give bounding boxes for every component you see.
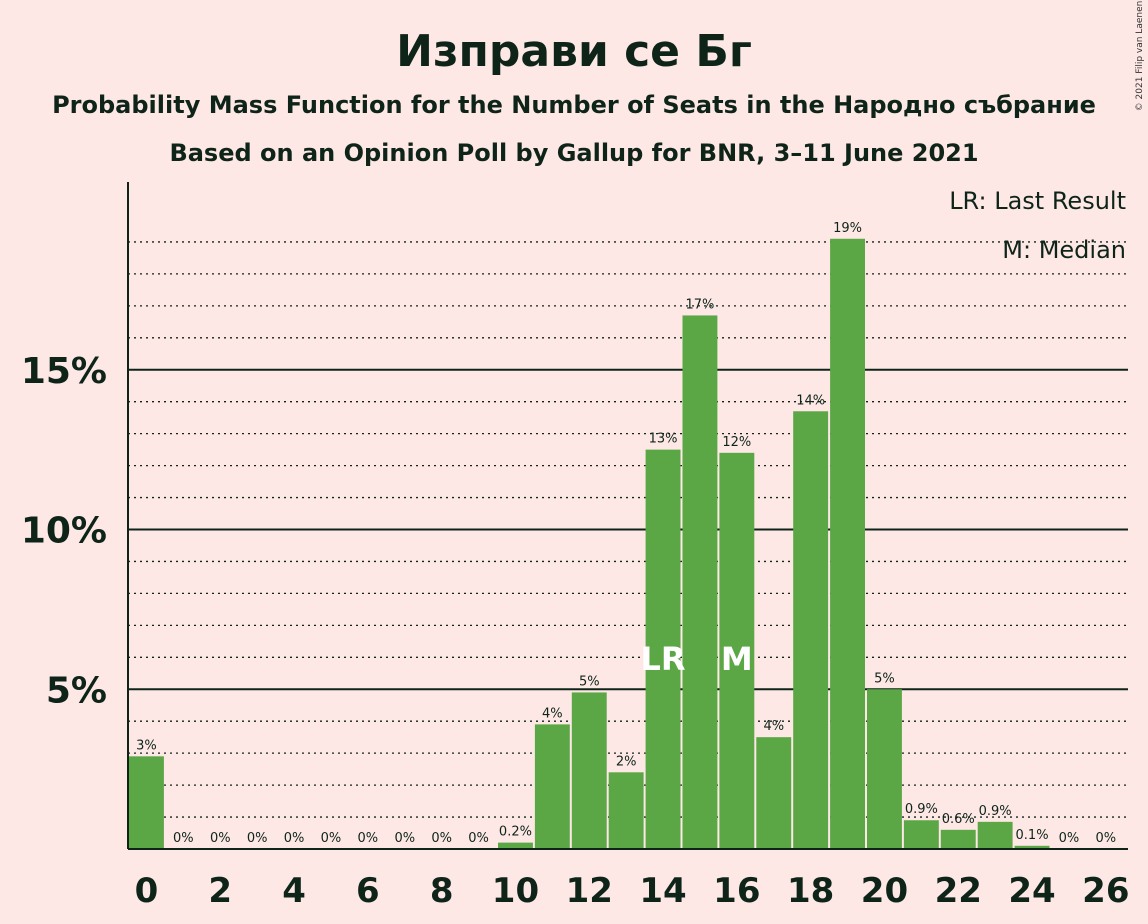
- data-label-seats-21: 0.9%: [905, 802, 938, 817]
- x-tick-label: 20: [861, 871, 908, 911]
- data-label-seats-24: 0.1%: [1016, 828, 1049, 843]
- x-tick-label: 24: [1008, 871, 1055, 911]
- bar-seats-20: [867, 689, 902, 849]
- data-label-seats-11: 4%: [542, 706, 563, 721]
- bar-seats-17: [756, 737, 792, 849]
- x-tick-label: 6: [356, 871, 380, 911]
- data-label-seats-22: 0.6%: [942, 812, 975, 827]
- data-label-seats-10: 0.2%: [499, 825, 532, 840]
- bar-seats-13: [608, 772, 644, 849]
- markers-group: LR M: [641, 640, 753, 678]
- data-label-seats-0: 3%: [136, 738, 157, 753]
- y-tick-label: 5%: [46, 670, 107, 711]
- data-label-seats-18: 14%: [796, 393, 825, 408]
- data-label-seats-15: 17%: [685, 297, 714, 312]
- data-label-seats-9: 0%: [468, 831, 489, 846]
- marker-m: M: [721, 640, 753, 678]
- x-tick-label: 26: [1082, 871, 1129, 911]
- bar-seats-15: [682, 315, 718, 849]
- bar-seats-23: [977, 821, 1013, 849]
- bar-seats-14: [645, 449, 681, 849]
- bar-seats-24: [1014, 845, 1050, 849]
- data-labels-group: 3% 0% 0% 0% 0% 0% 0% 0% 0% 0% 0.2% 4% 5% 2% 13% 17% 12% 4…: [136, 221, 1116, 846]
- x-tick-label: 22: [935, 871, 982, 911]
- x-tick-label: 10: [492, 871, 539, 911]
- data-label-seats-16: 12%: [722, 435, 751, 450]
- x-tick-label: 8: [430, 871, 454, 911]
- bar-seats-11: [534, 724, 570, 849]
- tick-labels-group: 0 2 4 6 8 10 12 14 16 18 20 22 24 265%10%15%: [21, 351, 1130, 911]
- x-tick-label: 14: [639, 871, 686, 911]
- x-tick-label: 18: [787, 871, 834, 911]
- x-tick-label: 0: [135, 871, 159, 911]
- data-label-seats-19: 19%: [833, 221, 862, 236]
- x-tick-label: 12: [566, 871, 613, 911]
- data-label-seats-23: 0.9%: [979, 804, 1012, 819]
- marker-lr: LR: [641, 640, 686, 678]
- data-label-seats-5: 0%: [321, 831, 342, 846]
- data-label-seats-17: 4%: [763, 719, 784, 734]
- chart-title: Изправи се Бг: [396, 26, 752, 77]
- bars-group: [129, 238, 1050, 849]
- bar-seats-10: [498, 842, 533, 849]
- bar-seats-21: [903, 820, 939, 849]
- data-label-seats-2: 0%: [210, 831, 231, 846]
- data-label-seats-25: 0%: [1059, 831, 1080, 846]
- data-label-seats-6: 0%: [358, 831, 379, 846]
- bar-seats-22: [940, 829, 976, 849]
- x-tick-label: 16: [713, 871, 760, 911]
- data-label-seats-13: 2%: [616, 754, 637, 769]
- data-label-seats-12: 5%: [579, 674, 600, 689]
- bar-seats-12: [571, 692, 607, 849]
- bar-seats-16: [719, 452, 755, 849]
- data-label-seats-1: 0%: [173, 831, 194, 846]
- copyright-text: © 2021 Filip van Laenen: [1135, 1, 1145, 112]
- data-label-seats-8: 0%: [431, 831, 452, 846]
- data-label-seats-7: 0%: [394, 831, 415, 846]
- grid-lines: [128, 241, 1128, 818]
- data-label-seats-3: 0%: [247, 831, 268, 846]
- data-label-seats-26: 0%: [1096, 831, 1117, 846]
- chart-subtitle-1: Probability Mass Function for the Number…: [52, 91, 1096, 119]
- axes-group: [127, 182, 1128, 850]
- legend-median: M: Median: [1002, 236, 1126, 264]
- bar-seats-18: [793, 411, 829, 849]
- data-label-seats-20: 5%: [874, 671, 895, 686]
- y-tick-label: 15%: [21, 351, 107, 392]
- x-tick-label: 2: [208, 871, 232, 911]
- data-label-seats-14: 13%: [649, 432, 678, 447]
- data-label-seats-4: 0%: [284, 831, 305, 846]
- y-tick-label: 10%: [21, 511, 107, 552]
- chart-subtitle-2: Based on an Opinion Poll by Gallup for B…: [169, 139, 978, 167]
- bar-seats-0: [129, 756, 164, 849]
- legend-last-result: LR: Last Result: [949, 187, 1126, 215]
- bar-seats-19: [830, 238, 865, 849]
- x-tick-label: 4: [282, 871, 306, 911]
